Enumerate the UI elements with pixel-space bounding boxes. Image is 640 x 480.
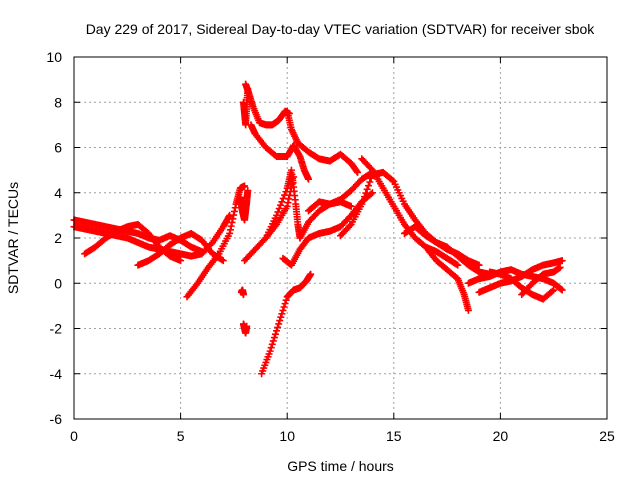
series-track-11 [247, 121, 313, 183]
data-point [282, 188, 290, 196]
data-point [277, 201, 285, 209]
data-point [275, 320, 283, 328]
data-point [363, 185, 371, 193]
data-point [550, 286, 558, 294]
x-tick-label: 5 [177, 428, 185, 444]
series-track-16 [279, 189, 376, 269]
y-tick-label: 0 [54, 275, 62, 291]
data-point [359, 196, 367, 204]
y-tick-label: 10 [46, 49, 62, 65]
data-point [557, 285, 565, 293]
series-track-12 [283, 107, 362, 176]
data-point [277, 313, 285, 321]
series-track-6 [236, 186, 252, 224]
data-point [243, 322, 251, 330]
data-points [70, 80, 566, 378]
data-point [281, 191, 289, 199]
series-track-10 [237, 286, 247, 299]
chart-title: Day 229 of 2017, Sidereal Day-to-day VTE… [86, 21, 596, 37]
y-tick-label: 4 [54, 185, 62, 201]
data-point [279, 194, 287, 202]
data-point [244, 186, 252, 194]
data-point [268, 340, 276, 348]
data-point [368, 189, 376, 197]
series-track-18 [305, 198, 355, 215]
series-track-3 [81, 220, 185, 265]
data-point [358, 200, 366, 208]
data-point [219, 257, 227, 265]
x-tick-label: 15 [386, 428, 402, 444]
data-point [454, 261, 462, 269]
data-point [362, 189, 370, 197]
data-point [346, 222, 354, 230]
y-tick-label: -4 [50, 366, 63, 382]
data-point [177, 257, 185, 265]
data-point [266, 347, 274, 355]
x-axis-title: GPS time / hours [287, 458, 394, 474]
data-point [271, 330, 279, 338]
series-track-22 [422, 243, 472, 314]
data-point [282, 296, 290, 304]
data-point [218, 256, 226, 264]
data-point [305, 175, 313, 183]
data-point [279, 306, 287, 314]
data-point [280, 303, 288, 311]
data-point [273, 211, 281, 219]
x-tick-label: 10 [279, 428, 295, 444]
data-point [270, 334, 278, 342]
data-point [558, 286, 566, 294]
data-point [281, 300, 289, 308]
data-point [367, 165, 375, 173]
series-track-26 [518, 263, 564, 299]
series-track-9 [239, 320, 251, 337]
data-point [269, 337, 277, 345]
data-point [347, 202, 355, 210]
series-track-20 [358, 155, 462, 269]
series-track-25 [486, 268, 558, 303]
data-point [267, 344, 275, 352]
data-point [307, 270, 315, 278]
data-point [278, 310, 286, 318]
axis-ticks: 0 5 10 15 20 25 -6 -4 -2 0 2 4 6 8 10 [46, 49, 615, 444]
data-point [354, 168, 362, 176]
data-point [548, 287, 556, 295]
data-point [556, 263, 564, 271]
data-point [558, 257, 566, 265]
data-point [275, 205, 283, 213]
x-tick-label: 20 [493, 428, 509, 444]
data-point [239, 291, 247, 299]
data-point [274, 323, 282, 331]
data-point [241, 182, 249, 190]
y-tick-label: -6 [50, 411, 63, 427]
data-point [367, 190, 375, 198]
data-point [360, 193, 368, 201]
y-tick-label: -2 [50, 321, 63, 337]
data-point [244, 85, 252, 93]
data-point [367, 174, 375, 182]
data-point [388, 176, 396, 184]
data-point [452, 260, 460, 268]
series-track-8 [239, 85, 252, 129]
data-point [366, 178, 374, 186]
data-point [364, 182, 372, 190]
data-point [274, 208, 282, 216]
data-point [273, 327, 281, 335]
data-point [278, 198, 286, 206]
y-tick-label: 8 [54, 94, 62, 110]
series-track-14 [258, 270, 315, 378]
y-axis-title: SDTVAR / TECUs [5, 182, 21, 294]
data-point [464, 306, 472, 314]
x-tick-label: 25 [599, 428, 615, 444]
data-point [475, 261, 483, 269]
y-tick-label: 2 [54, 230, 62, 246]
y-tick-label: 6 [54, 140, 62, 156]
x-tick-label: 0 [70, 428, 78, 444]
series-track-15 [262, 166, 304, 242]
data-point [276, 317, 284, 325]
